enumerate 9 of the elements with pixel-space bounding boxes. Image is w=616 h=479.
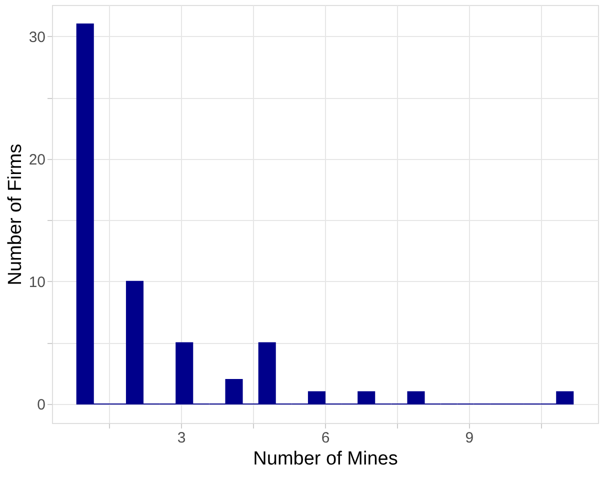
x-tick-label: 3: [177, 430, 186, 446]
y-tick-label: 30: [28, 28, 46, 46]
y-tick-label: 0: [37, 396, 46, 414]
y-axis-title: Number of Firms: [4, 144, 26, 286]
x-tick-label: 6: [321, 430, 330, 446]
x-tick-label: 9: [465, 430, 474, 446]
y-tick-label: 10: [28, 274, 46, 291]
x-axis-title: Number of Mines: [253, 448, 398, 470]
y-tick-label: 20: [28, 151, 46, 168]
